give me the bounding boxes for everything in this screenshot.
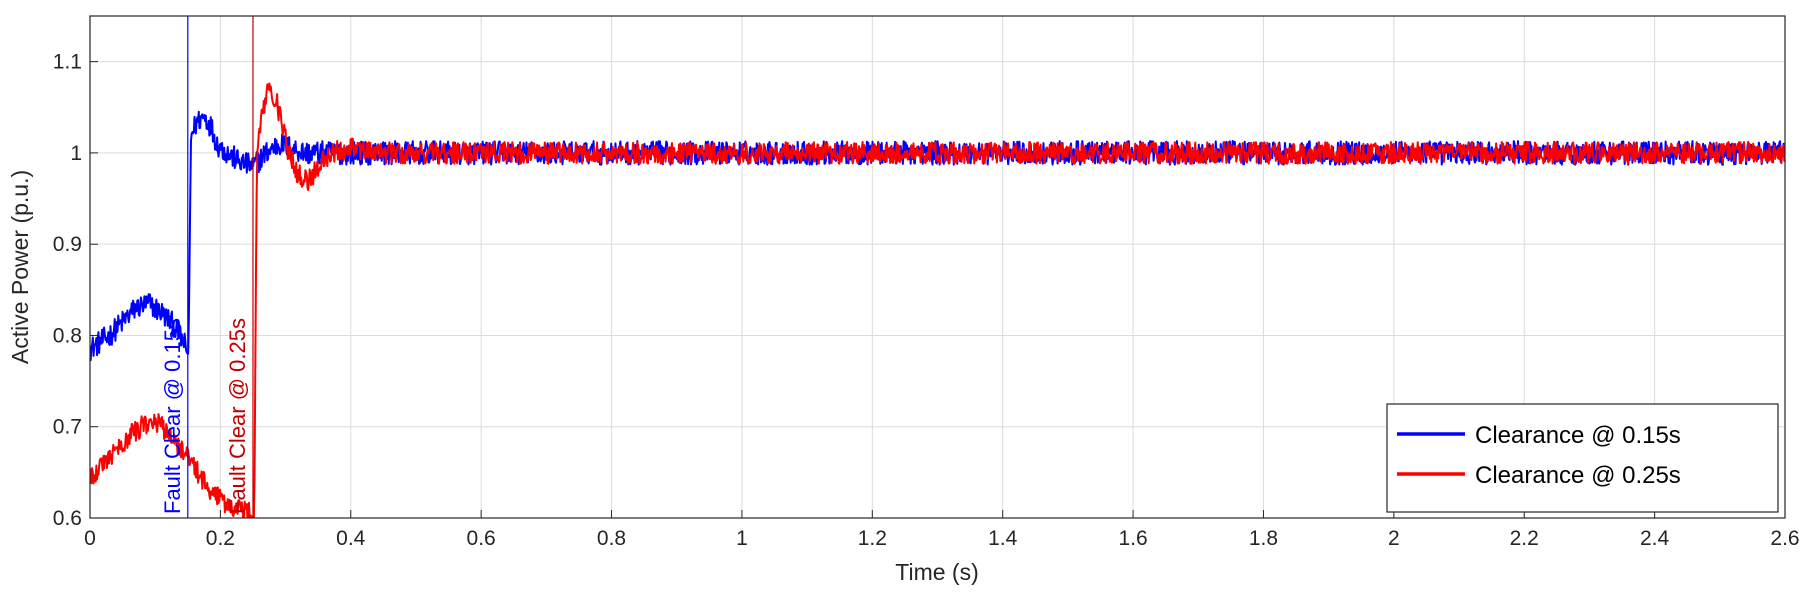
y-tick-label: 1: [70, 142, 82, 165]
x-tick-label: 1.6: [1118, 527, 1147, 550]
x-tick-label: 2.6: [1770, 527, 1799, 550]
legend-label-2: Clearance @ 0.25s: [1475, 462, 1681, 489]
x-tick-label: 2.2: [1510, 527, 1539, 550]
x-tick-label: 0.2: [206, 527, 235, 550]
x-tick-label: 0.6: [467, 527, 496, 550]
y-axis-ticks: 0.6 0.7 0.8 0.9 1 1.1: [53, 51, 98, 530]
legend: Clearance @ 0.15s Clearance @ 0.25s: [1386, 403, 1779, 513]
y-tick-label: 1.1: [53, 51, 82, 74]
x-tick-label: 1.2: [858, 527, 887, 550]
fault-clear-label-1: Fault Clear @ 0.15s: [160, 318, 185, 514]
y-tick-label: 0.6: [53, 507, 82, 530]
y-tick-label: 0.7: [53, 416, 82, 439]
x-tick-label: 1: [736, 527, 748, 550]
x-tick-label: 2: [1388, 527, 1400, 550]
series-line-2: [90, 82, 1785, 518]
legend-label-1: Clearance @ 0.15s: [1475, 422, 1681, 449]
x-tick-label: 1.4: [988, 527, 1018, 550]
y-tick-label: 0.8: [53, 324, 82, 347]
fault-clear-label-2: Fault Clear @ 0.25s: [225, 318, 250, 514]
annotations: Fault Clear @ 0.15s Fault Clear @ 0.25s: [160, 16, 254, 518]
plot-frame: [89, 15, 1786, 519]
x-axis-label: Time (s): [895, 559, 978, 585]
x-tick-label: 0.8: [597, 527, 626, 550]
x-tick-label: 1.8: [1249, 527, 1278, 550]
y-tick-label: 0.9: [53, 233, 82, 256]
x-axis-ticks: 0 0.2 0.4 0.6 0.8 1 1.2 1.4 1.6 1.8 2 2.2 2.4 2.6: [84, 510, 1800, 550]
series-group: [90, 82, 1785, 518]
y-axis-label: Active Power (p.u.): [7, 170, 33, 364]
legend-box: [1386, 403, 1779, 513]
x-tick-label: 2.4: [1640, 527, 1670, 550]
x-tick-label: 0: [84, 527, 96, 550]
x-tick-label: 0.4: [336, 527, 366, 550]
